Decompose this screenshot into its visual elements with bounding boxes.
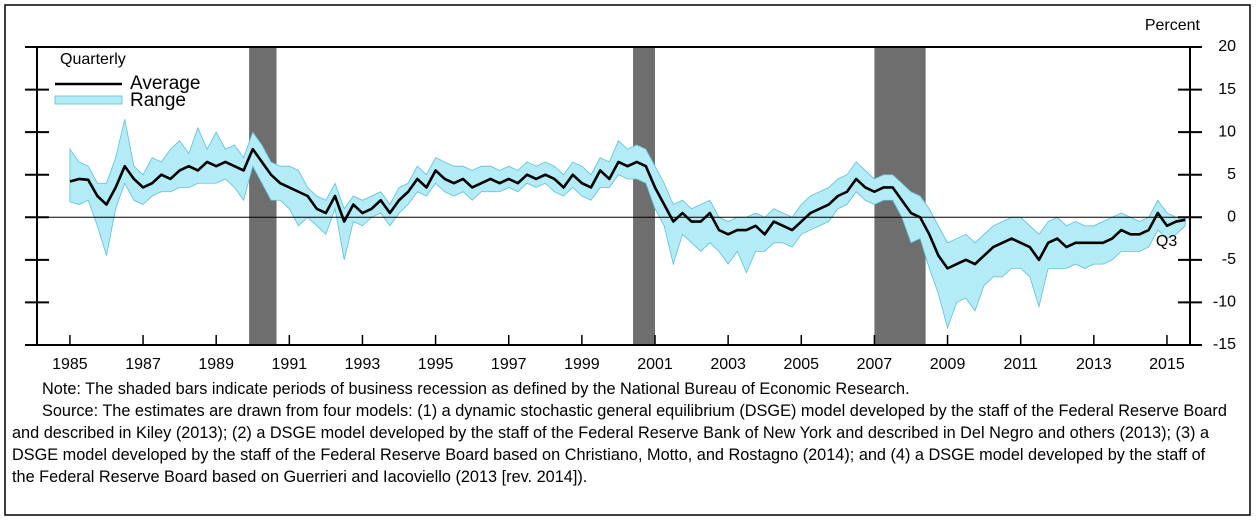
legend-range-swatch [54, 95, 123, 105]
x-tick-label: 1985 [52, 356, 88, 373]
y-tick-label: 10 [1218, 123, 1236, 140]
x-tick-label: 1989 [198, 356, 234, 373]
y-tick-label: 5 [1227, 166, 1236, 183]
y-tick-label: 15 [1218, 81, 1236, 98]
x-tick-label: 2013 [1076, 356, 1112, 373]
x-tick-label: 1993 [345, 356, 381, 373]
outer-border [4, 4, 1251, 516]
recession-bar [633, 47, 656, 345]
y-tick-label: -10 [1213, 294, 1236, 311]
x-tick-label: 1987 [125, 356, 161, 373]
x-tick-label: 2009 [930, 356, 966, 373]
y-tick-label: 20 [1218, 38, 1236, 55]
x-tick-label: 2003 [710, 356, 746, 373]
notes: Note: The shaded bars indicate periods o… [12, 378, 1227, 488]
y-tick-label: -5 [1222, 251, 1236, 268]
y-axis-label: Percent [1145, 17, 1201, 34]
x-tick-label: 2007 [857, 356, 893, 373]
source: Source: The estimates are drawn from fou… [12, 402, 1227, 486]
range-band [69, 119, 1186, 330]
note: Note: The shaded bars indicate periods o… [42, 380, 910, 398]
x-tick-label: 1995 [418, 356, 454, 373]
x-tick-label: 1999 [564, 356, 600, 373]
average-line [69, 147, 1186, 270]
x-tick-label: 2005 [783, 356, 819, 373]
legend-range-label: Range [130, 90, 186, 111]
annotation: Q3 [1156, 233, 1177, 250]
x-tick-label: 2011 [1003, 356, 1038, 373]
x-tick-label: 2015 [1149, 356, 1185, 373]
x-tick-label: 1991 [272, 356, 308, 373]
y-tick-label: -15 [1213, 336, 1236, 353]
legend-title: Quarterly [60, 51, 126, 68]
y-tick-label: 0 [1227, 209, 1236, 226]
x-tick-label: 1997 [491, 356, 527, 373]
legend-average-label: Average [130, 73, 200, 94]
x-tick-label: 2001 [637, 356, 673, 373]
plot-frame [36, 46, 1191, 346]
